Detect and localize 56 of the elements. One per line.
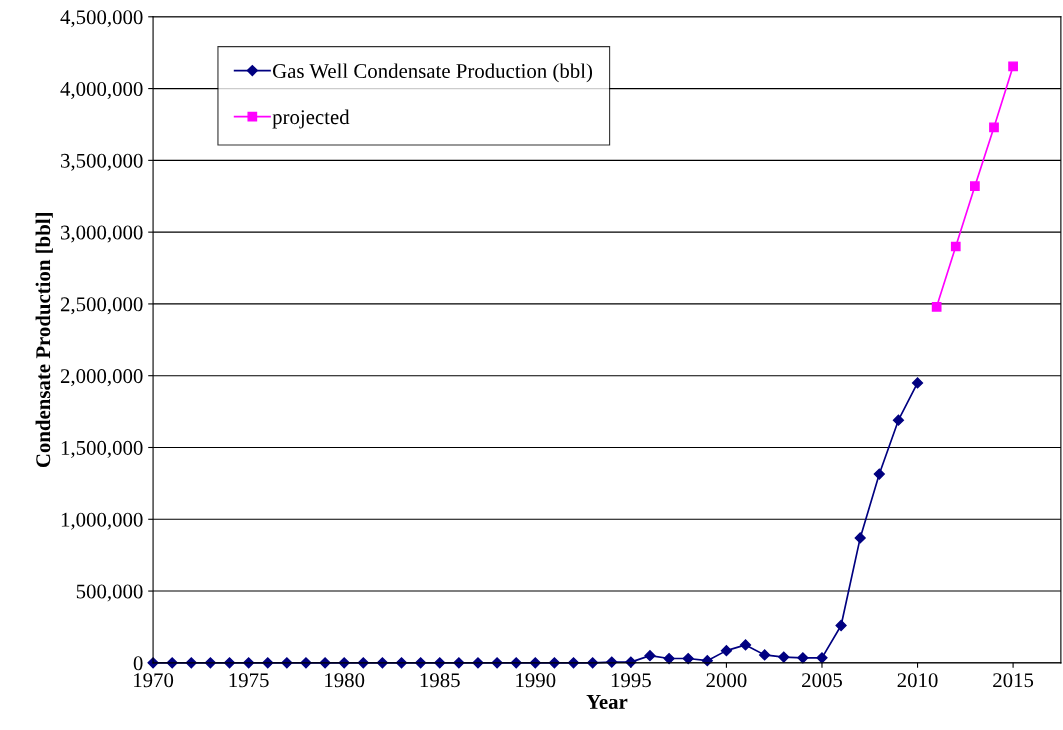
point [185,657,197,669]
point [931,301,942,312]
point [970,181,980,192]
point [854,532,866,544]
point [835,619,847,632]
x-tick-label: 1980 [325,673,365,688]
point [720,645,733,657]
x-tick-label: 1995 [611,673,651,688]
x-tick-label: 1970 [134,673,174,688]
x-tick-label: 1985 [420,673,460,688]
y-tick-label: 0 [133,656,143,671]
point [395,657,408,669]
point [567,657,580,669]
x-tick-label: 2005 [802,673,842,688]
point [415,657,427,669]
point [797,652,809,664]
y-axis-title: Condensate Production [bbl] [35,213,53,468]
legend-label: Gas Well Condensate Production (bbl) [272,63,593,83]
point [644,650,656,662]
x-tick-label: 2010 [897,673,938,688]
point [529,657,541,669]
x-tick-label: 1975 [229,673,269,688]
point [950,241,961,252]
y-tick-label: 2,000,000 [60,369,143,387]
point [873,468,885,480]
point [587,657,599,669]
y-tick-label: 3,000,000 [61,225,143,243]
point [759,649,771,661]
y-tick-label: 4,500,000 [60,10,143,28]
point [243,657,255,669]
legend-label: projected [272,109,350,129]
point [606,656,618,668]
point [663,652,675,665]
point [682,652,694,665]
point [223,657,236,669]
x-tick-label: 2015 [993,673,1034,688]
point [548,657,561,669]
point [778,651,790,663]
point [739,639,752,651]
y-tick-label: 500,000 [76,584,143,602]
x-tick-label: 1990 [516,673,556,688]
y-tick-label: 2,500,000 [60,297,143,315]
point [204,657,217,669]
point [1008,61,1018,72]
y-tick-label: 1,500,000 [61,440,143,458]
point [989,122,999,133]
point [816,652,828,664]
point [376,657,389,669]
y-tick-label: 3,500,000 [61,153,143,171]
point [892,414,905,426]
y-tick-label: 4,000,000 [60,81,143,99]
point [911,377,924,389]
y-tick-label: 1,000,000 [61,512,143,530]
x-tick-label: 2000 [706,673,747,688]
x-axis-title: Year [586,695,628,709]
point [357,657,369,669]
